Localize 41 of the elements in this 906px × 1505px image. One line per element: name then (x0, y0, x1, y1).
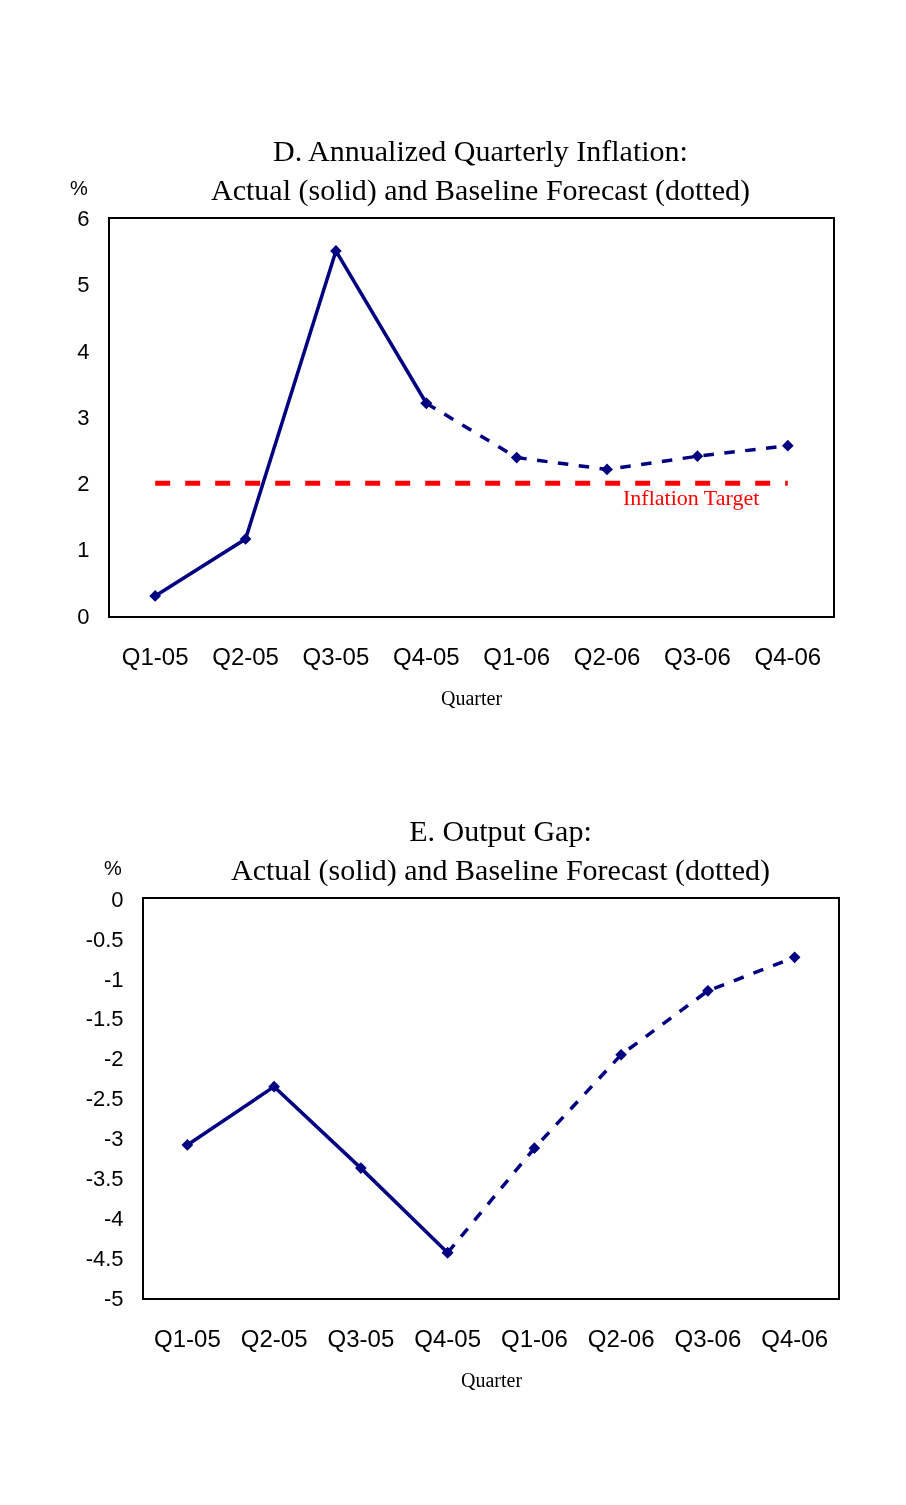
y-tick-label: -5 (104, 1285, 124, 1311)
x-tick-label: Q3-05 (327, 1325, 395, 1353)
y-tick-label: -2.5 (85, 1086, 124, 1112)
x-tick-label: Q2-05 (212, 642, 279, 670)
x-tick-label: Q1-05 (121, 642, 189, 670)
y-axis-title: % (104, 857, 122, 879)
x-tick-label: Q1-06 (483, 642, 551, 670)
y-tick-label: -3 (104, 1126, 124, 1152)
y-tick-label: 0 (77, 603, 90, 629)
y-tick-label: -4.5 (85, 1246, 124, 1272)
x-tick-label: Q1-05 (154, 1325, 221, 1353)
y-tick-label: -2 (104, 1046, 124, 1072)
x-tick-label: Q1-06 (501, 1325, 568, 1353)
ref-line-label: Inflation Target (623, 485, 760, 510)
y-tick-label: -3.5 (85, 1166, 124, 1192)
x-tick-label: Q2-06 (587, 1325, 655, 1353)
y-tick-label: -4 (104, 1206, 124, 1232)
y-tick-label: 5 (77, 272, 90, 298)
y-tick-label: -1.5 (85, 1006, 124, 1032)
x-tick-label: Q3-06 (664, 642, 731, 670)
x-axis-title: Quarter (461, 1369, 523, 1391)
x-tick-label: Q4-06 (761, 1325, 828, 1353)
y-tick-label: -0.5 (85, 926, 124, 952)
y-axis-title: % (70, 177, 88, 199)
y-tick-label: -1 (104, 966, 124, 992)
x-axis-title: Quarter (441, 687, 503, 709)
y-tick-label: 3 (77, 404, 90, 430)
x-tick-label: Q4-06 (754, 642, 822, 670)
chart-title: D. Annualized Quarterly Inflation: Actual (solid) and Baseline Forecast (dotted) (211, 134, 751, 207)
x-tick-label: Q2-05 (240, 1325, 308, 1353)
y-tick-label: 1 (77, 537, 90, 563)
y-tick-label: 4 (77, 338, 90, 364)
x-tick-label: Q2-06 (573, 642, 641, 670)
x-tick-label: Q3-05 (302, 642, 370, 670)
x-tick-label: Q4-05 (414, 1325, 481, 1353)
y-tick-label: 0 (111, 886, 124, 912)
x-tick-label: Q3-06 (674, 1325, 742, 1353)
y-tick-label: 2 (77, 471, 90, 497)
x-tick-label: Q4-05 (392, 642, 460, 670)
chart-title: E. Output Gap: Actual (solid) and Baseline Forecast (dotted) (231, 814, 771, 887)
y-tick-label: 6 (77, 206, 90, 232)
